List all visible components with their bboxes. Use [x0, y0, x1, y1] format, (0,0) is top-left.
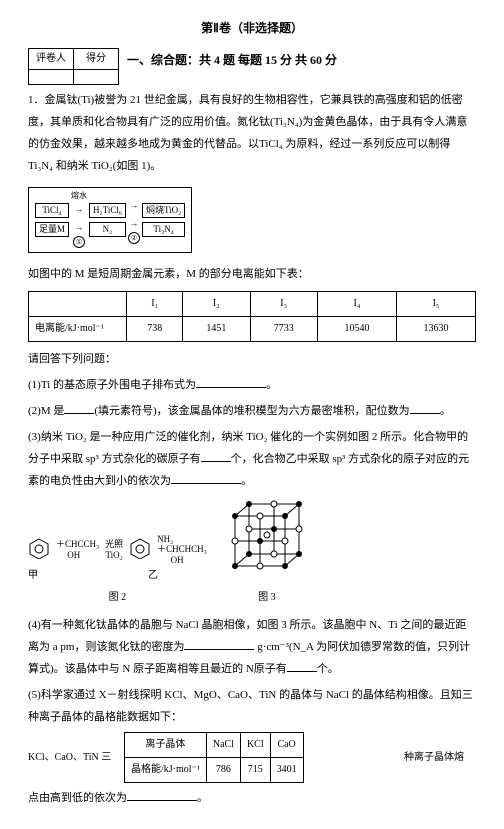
blank	[196, 375, 266, 388]
text: 。	[241, 475, 252, 487]
figure-row: ＋CHCCH₃ OH 光照 TiO₂ NH₂ ＋CHCHCH₃ OH 甲 乙 图…	[28, 498, 476, 608]
sub-q1: (1)Ti 的基态原子外围电子排布式为 。	[28, 374, 476, 396]
flow-node: N₂	[89, 222, 126, 237]
arrow-icon: →	[128, 196, 140, 214]
circle-2-icon: ②	[128, 232, 140, 244]
flow-label: 熔水	[71, 192, 87, 200]
blank	[184, 637, 254, 650]
text: 。	[266, 379, 277, 391]
q1-paragraph-1: 1．金属钛(Ti)被誉为 21 世纪金属，具有良好的生物相容性，它兼具铁的高强度…	[28, 89, 476, 177]
table-header: CaO	[270, 733, 303, 758]
table-cell: 786	[206, 758, 240, 783]
caption-jia: 甲	[28, 566, 38, 586]
text: 点由高到低的依次为	[28, 792, 127, 804]
text: (填元素符号)，该金属晶体的堆积模型为六方最密堆积，配位数为	[94, 405, 409, 417]
score-hdr-grader: 评卷人	[29, 49, 74, 70]
table-row-label: 电离能/kJ·mol⁻¹	[29, 317, 127, 342]
table-header: NaCl	[206, 733, 240, 758]
fig3-label: 图 3	[227, 588, 307, 608]
sub-q2: (2)M 是 (填元素符号)，该金属晶体的堆积模型为六方最密堆积，配位数为 。	[28, 400, 476, 422]
table-cell: 738	[127, 317, 183, 342]
table-header: KCl	[240, 733, 270, 758]
flow-diagram: TiCl₄ 足量M 熔水 → → ① H₂TiCl₆ N₂ → → ② 焖烧Ti…	[28, 187, 192, 253]
table-cell: 3401	[270, 758, 303, 783]
table-header: I₁	[127, 292, 183, 317]
blank	[287, 659, 317, 672]
flow-node: TiCl₄	[35, 203, 69, 218]
blank	[171, 471, 241, 484]
text: (1)Ti 的基态原子外围电子排布式为	[28, 379, 196, 391]
circle-1-icon: ①	[73, 236, 85, 248]
text: 。	[197, 792, 208, 804]
benzene-icon	[129, 537, 151, 559]
q1-paragraph-3: 请回答下列问题：	[28, 348, 476, 370]
blank	[201, 449, 231, 462]
q1-paragraph-2: 如图中的 M 是短周期金属元素，M 的部分电离能如下表：	[28, 263, 476, 285]
arrow-icon: →	[128, 214, 140, 232]
sub-q5-intro: (5)科学家通过 X－射线探明 KCl、MgO、CaO、TiN 的晶体与 NaC…	[28, 684, 476, 728]
blank	[64, 401, 94, 414]
arrow-icon: →	[71, 218, 87, 236]
table-row-label: 晶格能/kJ·mol⁻¹	[125, 758, 207, 783]
table-header: I₃	[250, 292, 317, 317]
blank	[127, 788, 197, 801]
score-hdr-score: 得分	[74, 49, 119, 70]
sub-q5-tail: 点由高到低的依次为 。	[28, 787, 476, 809]
lattice-right-note: 种离子晶体熔	[404, 748, 464, 768]
table-header: I₅	[396, 292, 475, 317]
table-cell: 715	[240, 758, 270, 783]
table-cell: 1451	[183, 317, 250, 342]
molecule-text: ＋CHCCH₃ OH	[56, 539, 99, 561]
table-cell: 7733	[250, 317, 317, 342]
benzene-icon	[28, 537, 50, 559]
lattice-energy-table: 离子晶体 NaCl KCl CaO 晶格能/kJ·mol⁻¹ 786 715 3…	[124, 732, 304, 783]
table-header: I₂	[183, 292, 250, 317]
sub-q4: (4)有一种氮化钛晶体的晶胞与 NaCl 晶胞相像，如图 3 所示。该晶胞中 N…	[28, 614, 476, 680]
table-header: 离子晶体	[125, 733, 207, 758]
arrow-label: 光照 TiO₂	[105, 539, 123, 561]
lattice-icon	[227, 498, 307, 578]
score-table: 评卷人 得分	[28, 48, 119, 85]
flow-node: Ti₃N₄	[142, 222, 185, 237]
flow-node: 足量M	[35, 222, 69, 237]
caption-yi: 乙	[148, 566, 158, 586]
ionization-table: I₁ I₂ I₃ I₄ I₅ 电离能/kJ·mol⁻¹ 738 1451 773…	[28, 291, 476, 342]
score-cell	[74, 70, 119, 85]
flow-node: 焖烧TiO₂	[142, 203, 185, 218]
table-cell: 13630	[396, 317, 475, 342]
blank	[410, 401, 440, 414]
text: 个。	[317, 663, 339, 675]
score-cell	[29, 70, 74, 85]
page-title: 第Ⅱ卷（非选择题）	[28, 16, 476, 40]
figure-3: 图 3	[227, 498, 307, 608]
text: 。	[440, 405, 451, 417]
table-cell: 10540	[317, 317, 396, 342]
table-header: I₄	[317, 292, 396, 317]
fig2-label: 图 2	[28, 588, 207, 608]
lattice-left-note: KCl、CaO、TiN 三	[28, 748, 111, 768]
flow-node: H₂TiCl₆	[89, 203, 126, 218]
arrow-icon: →	[71, 200, 87, 218]
figure-2: ＋CHCCH₃ OH 光照 TiO₂ NH₂ ＋CHCHCH₃ OH 甲 乙 图…	[28, 534, 207, 608]
molecule-text: NH₂ ＋CHCHCH₃ OH	[157, 534, 207, 566]
sub-q3: (3)纳米 TiO₂ 是一种应用广泛的催化剂，纳米 TiO₂ 催化的一个实例如图…	[28, 426, 476, 492]
table-cell	[29, 292, 127, 317]
text: (2)M 是	[28, 405, 64, 417]
